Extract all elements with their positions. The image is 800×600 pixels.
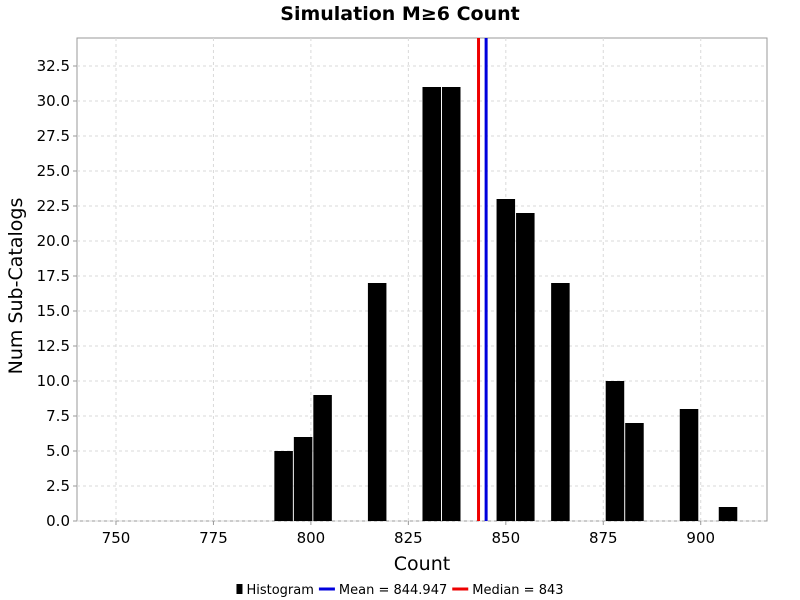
x-tick-label: 850: [491, 529, 520, 547]
y-tick-label: 12.5: [37, 337, 70, 355]
histogram-bar: [274, 451, 293, 521]
legend-bar-swatch: [236, 584, 243, 594]
y-tick-label: 30.0: [37, 92, 70, 110]
y-tick-label: 17.5: [37, 267, 70, 285]
y-tick-label: 2.5: [46, 477, 70, 495]
x-axis-label: Count: [394, 553, 450, 575]
y-tick-label: 27.5: [37, 127, 70, 145]
y-tick-label: 22.5: [37, 197, 70, 215]
x-tick-label: 800: [297, 529, 326, 547]
histogram-bar: [551, 283, 570, 521]
y-tick-label: 20.0: [37, 232, 70, 250]
histogram-bar: [422, 87, 442, 521]
legend-label: Median = 843: [472, 583, 563, 598]
y-tick-label: 15.0: [37, 302, 70, 320]
histogram-bar: [516, 213, 535, 521]
histogram-bar: [718, 507, 738, 521]
y-tick-label: 10.0: [37, 372, 70, 390]
y-tick-label: 32.5: [37, 57, 70, 75]
y-tick-label: 5.0: [46, 442, 70, 460]
legend-item: Histogram: [236, 583, 314, 598]
histogram-bar: [605, 381, 625, 521]
legend-label: Mean = 844.947: [339, 583, 447, 598]
histogram-bar: [367, 283, 387, 521]
x-tick-label: 825: [394, 529, 423, 547]
plot-area: [76, 37, 768, 522]
histogram-bar: [496, 199, 516, 521]
y-tick-label: 7.5: [46, 407, 70, 425]
x-tick-label: 750: [102, 529, 131, 547]
y-tick-label: 0.0: [46, 512, 70, 530]
grid: [77, 38, 767, 522]
histogram-bars: [274, 87, 738, 521]
axis-ticks: 750 775 800 825 850 875 900 0.0 2.5 5.0 7.5 10.0 12.…: [37, 57, 715, 547]
y-tick-label: 25.0: [37, 162, 70, 180]
x-tick-label: 900: [686, 529, 715, 547]
x-tick-label: 775: [199, 529, 228, 547]
chart-title: Simulation M≥6 Count: [280, 3, 519, 25]
legend-label: Histogram: [246, 583, 313, 598]
x-tick-label: 875: [589, 529, 618, 547]
legend: Histogram Mean = 844.947 Median = 843: [236, 583, 564, 598]
legend-item: Mean = 844.947: [318, 583, 447, 598]
histogram-bar: [313, 395, 332, 521]
y-axis-label: Num Sub-Catalogs: [5, 198, 27, 375]
reference-lines: [477, 38, 488, 521]
histogram-bar: [625, 423, 644, 521]
histogram-bar: [441, 87, 461, 521]
histogram-bar: [293, 437, 313, 521]
histogram-bar: [679, 409, 699, 521]
legend-item: Median = 843: [452, 583, 564, 598]
